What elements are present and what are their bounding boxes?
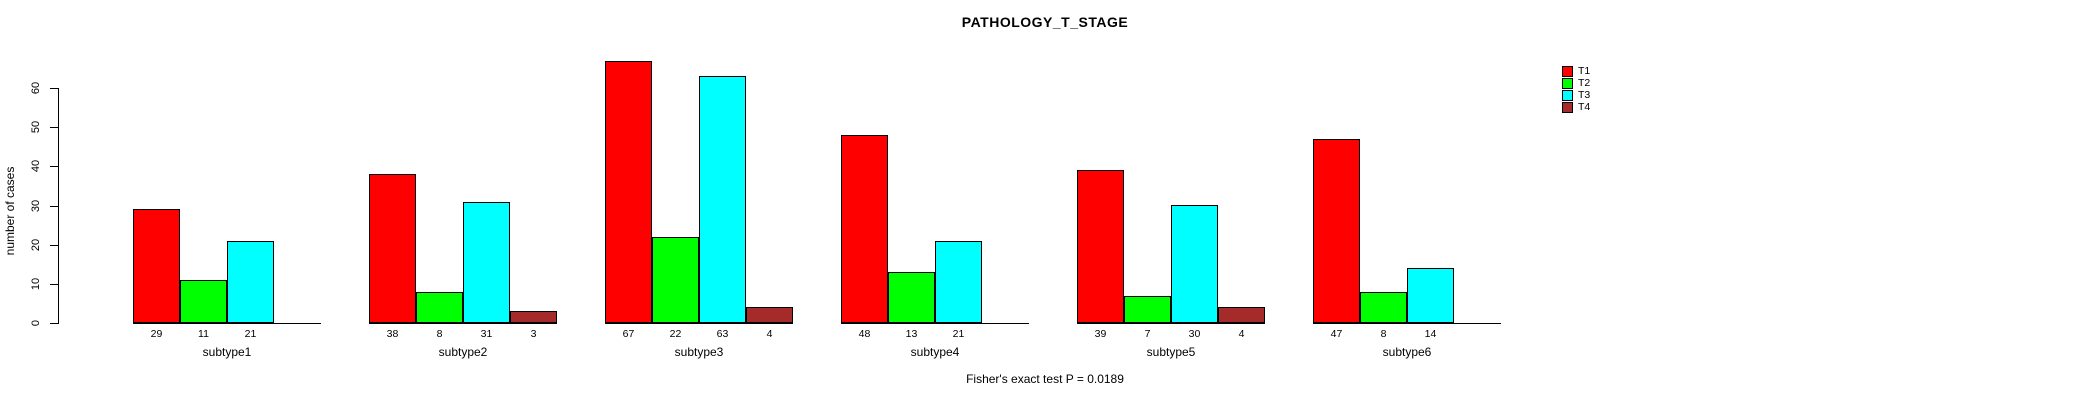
- y-tick-label: 20: [30, 238, 42, 251]
- bar-subtype6-T3: [1407, 268, 1454, 323]
- legend: T1 T2 T3 T4: [1562, 65, 1590, 113]
- bar-value-label: 3: [530, 328, 537, 340]
- y-tick-label: 50: [30, 121, 42, 134]
- bar-value-label: 7: [1144, 328, 1151, 340]
- bar-subtype3-T4: [746, 307, 793, 323]
- bar-value-label: 8: [436, 328, 443, 340]
- x-category-label: subtype4: [910, 345, 960, 359]
- bar-value-label: 67: [622, 328, 635, 340]
- bar-subtype6-T1: [1313, 139, 1360, 323]
- bar-subtype5-T3: [1171, 205, 1218, 323]
- y-tick-label: 10: [30, 277, 42, 290]
- bar-value-label: 63: [716, 328, 729, 340]
- chart-title: PATHOLOGY_T_STAGE: [961, 14, 1129, 30]
- bar-value-label: 31: [480, 328, 493, 340]
- legend-label-T4: T4: [1578, 101, 1591, 113]
- bar-value-label: 21: [244, 328, 257, 340]
- y-tick-label: 40: [30, 160, 42, 173]
- bar-subtype3-T3: [699, 76, 746, 323]
- bar-subtype2-T3: [463, 202, 510, 323]
- y-axis-tick: [50, 166, 58, 168]
- bar-subtype2-T2: [416, 292, 463, 323]
- y-axis-tick: [50, 88, 58, 89]
- bar-subtype5-T2: [1124, 296, 1171, 323]
- y-tick-label: 0: [30, 319, 42, 327]
- bar-value-label: 39: [1094, 328, 1107, 340]
- group-baseline: [369, 323, 557, 324]
- bar-value-label: 47: [1330, 328, 1343, 340]
- bar-value-label: 30: [1188, 328, 1201, 340]
- bar-value-label: 21: [952, 328, 965, 340]
- bar-subtype1-T1: [133, 209, 180, 323]
- bar-value-label: 13: [905, 328, 918, 340]
- bar-value-label: 11: [198, 328, 209, 340]
- legend-row-T2: T2: [1562, 77, 1590, 89]
- legend-swatch-T3: [1562, 89, 1573, 101]
- y-axis-tick: [50, 127, 58, 129]
- bar-subtype3-T1: [605, 61, 652, 323]
- x-category-label: subtype6: [1382, 345, 1432, 359]
- footer-note: Fisher's exact test P = 0.0189: [966, 372, 1124, 386]
- bar-value-label: 4: [1238, 328, 1245, 340]
- bar-subtype1-T2: [180, 280, 227, 323]
- y-tick-label: 60: [30, 81, 42, 95]
- bar-value-label: 38: [386, 328, 399, 340]
- group-baseline: [605, 323, 793, 324]
- x-category-label: subtype3: [674, 345, 724, 359]
- y-axis-tick: [50, 323, 58, 324]
- x-category-label: subtype1: [202, 345, 252, 359]
- bar-value-label: 29: [150, 328, 163, 340]
- bar-subtype2-T1: [369, 174, 416, 323]
- legend-row-T4: T4: [1562, 101, 1590, 113]
- legend-swatch-T1: [1562, 65, 1573, 77]
- y-axis-tick: [50, 244, 58, 246]
- y-axis-label: number of cases: [3, 166, 17, 256]
- bar-subtype5-T4: [1218, 307, 1265, 323]
- bar-subtype4-T2: [888, 272, 935, 323]
- y-tick-label: 30: [30, 199, 42, 212]
- legend-label-T1: T1: [1578, 65, 1591, 77]
- y-axis-tick: [50, 283, 58, 285]
- bar-value-label: 4: [766, 328, 773, 340]
- bar-subtype4-T3: [935, 241, 982, 323]
- group-baseline: [1077, 323, 1265, 324]
- bar-value-label: 48: [858, 328, 871, 340]
- legend-label-T2: T2: [1578, 77, 1591, 89]
- legend-row-T1: T1: [1562, 65, 1590, 77]
- legend-label-T3: T3: [1578, 89, 1591, 101]
- bar-subtype1-T3: [227, 241, 274, 323]
- bar-value-label: 14: [1424, 328, 1437, 340]
- y-axis-tick: [50, 205, 58, 207]
- legend-row-T3: T3: [1562, 89, 1590, 101]
- bar-subtype2-T4: [510, 311, 557, 323]
- group-baseline: [841, 323, 1029, 324]
- bar-subtype6-T2: [1360, 292, 1407, 323]
- bar-value-label: 8: [1380, 328, 1387, 340]
- bar-value-label: 22: [669, 328, 682, 340]
- group-baseline: [133, 323, 321, 324]
- x-category-label: subtype2: [438, 345, 488, 359]
- bar-subtype4-T1: [841, 135, 888, 323]
- bar-subtype3-T2: [652, 237, 699, 323]
- group-baseline: [1313, 323, 1501, 324]
- bar-subtype5-T1: [1077, 170, 1124, 323]
- legend-swatch-T4: [1562, 101, 1573, 113]
- x-category-label: subtype5: [1146, 345, 1196, 359]
- legend-swatch-T2: [1562, 77, 1573, 89]
- y-axis-line: [58, 88, 59, 324]
